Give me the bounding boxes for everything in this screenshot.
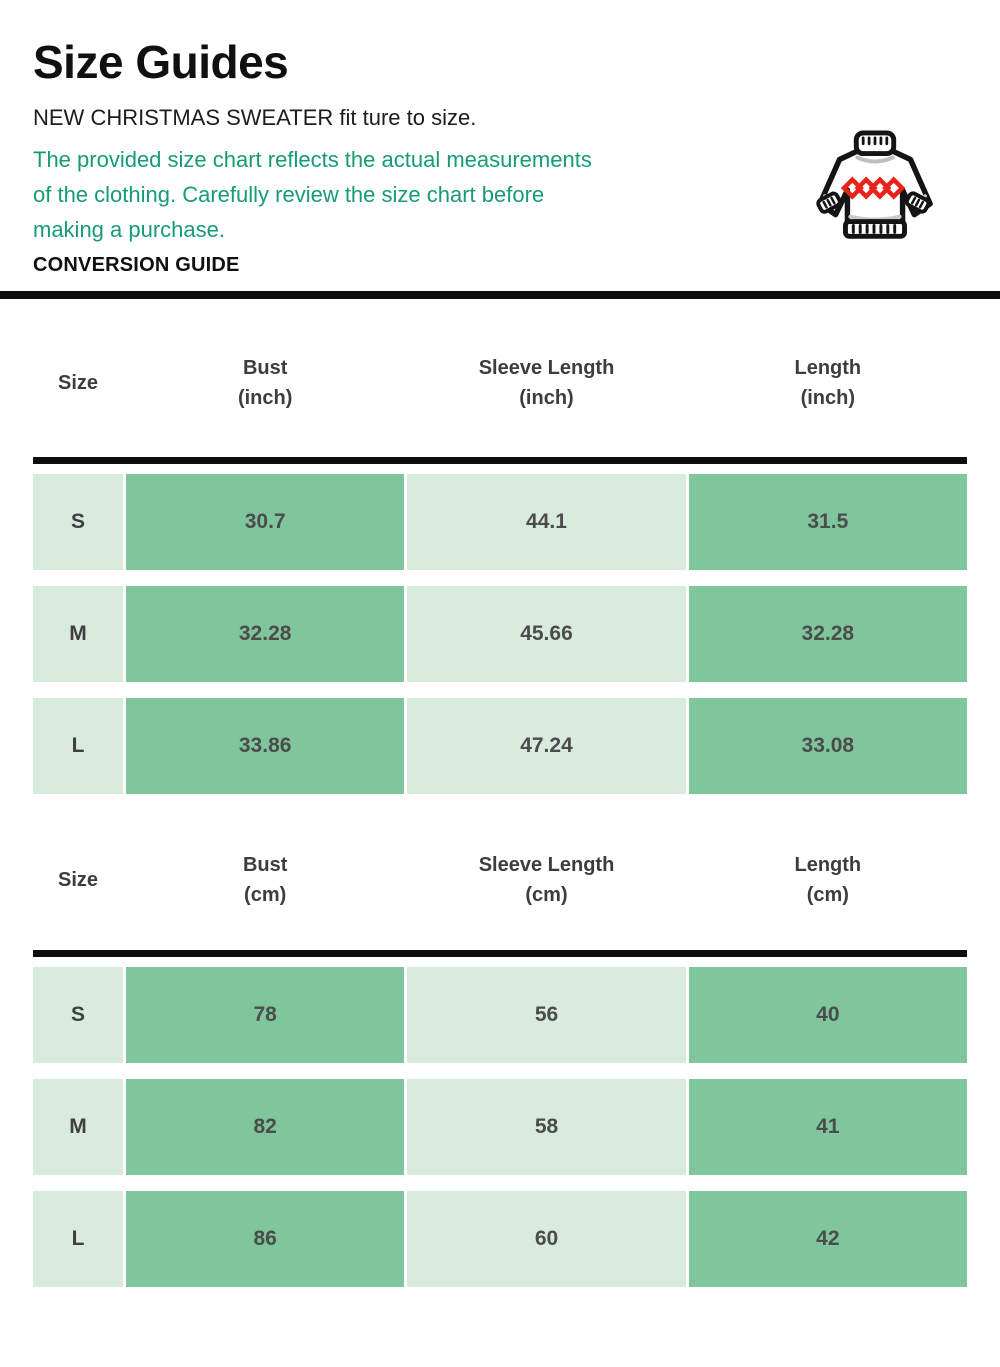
size-cell: S bbox=[33, 967, 123, 1063]
column-header-length: Length (cm) bbox=[794, 854, 862, 906]
table-row-l: L 33.86 47.24 33.08 bbox=[33, 698, 967, 794]
bust-cell: 82 bbox=[126, 1079, 405, 1175]
table-row-s: S 78 56 40 bbox=[33, 967, 967, 1063]
bust-cell: 78 bbox=[126, 967, 405, 1063]
sleeve-cell: 60 bbox=[407, 1191, 686, 1287]
size-chart-note: The provided size chart reflects the act… bbox=[33, 142, 723, 247]
table-header-row: Size Bust (cm) Sleeve Length (cm) Length… bbox=[33, 794, 967, 950]
column-header-size: Size bbox=[57, 372, 99, 394]
column-header-length: Length (inch) bbox=[794, 357, 862, 409]
length-cell: 41 bbox=[688, 1079, 967, 1175]
size-table-inch: Size Bust (inch) Sleeve Length (inch) Le… bbox=[33, 299, 967, 794]
note-line: The provided size chart reflects the act… bbox=[33, 147, 592, 172]
header-divider bbox=[33, 950, 967, 957]
size-cell: S bbox=[33, 474, 123, 570]
header-block: Size Guides NEW CHRISTMAS SWEATER fit tu… bbox=[0, 36, 1000, 277]
christmas-sweater-icon bbox=[816, 130, 933, 239]
length-cell: 31.5 bbox=[688, 474, 967, 570]
column-header-bust: Bust (inch) bbox=[237, 357, 293, 409]
conversion-guide-label: CONVERSION GUIDE bbox=[33, 254, 240, 276]
note-line: of the clothing. Carefully review the si… bbox=[33, 182, 545, 207]
size-table-cm: Size Bust (cm) Sleeve Length (cm) Length… bbox=[33, 794, 967, 1287]
product-fit-subtitle: NEW CHRISTMAS SWEATER fit ture to size. bbox=[33, 105, 477, 130]
tables-block: Size Bust (inch) Sleeve Length (inch) Le… bbox=[0, 299, 1000, 1287]
bust-cell: 30.7 bbox=[126, 474, 405, 570]
table-row-m: M 82 58 41 bbox=[33, 1079, 967, 1175]
diamond-pattern bbox=[840, 176, 906, 200]
table-row-s: S 30.7 44.1 31.5 bbox=[33, 474, 967, 570]
column-header-size: Size bbox=[57, 869, 99, 891]
table-row-m: M 32.28 45.66 32.28 bbox=[33, 586, 967, 682]
bust-cell: 86 bbox=[126, 1191, 405, 1287]
size-cell: M bbox=[33, 1079, 123, 1175]
length-cell: 32.28 bbox=[688, 586, 967, 682]
size-cell: M bbox=[33, 586, 123, 682]
length-cell: 40 bbox=[688, 967, 967, 1063]
sleeve-cell: 58 bbox=[407, 1079, 686, 1175]
table-header-row: Size Bust (inch) Sleeve Length (inch) Le… bbox=[33, 299, 967, 457]
length-cell: 33.08 bbox=[688, 698, 967, 794]
sleeve-cell: 56 bbox=[407, 967, 686, 1063]
sleeve-cell: 45.66 bbox=[407, 586, 686, 682]
note-line: making a purchase. bbox=[33, 217, 225, 242]
size-cell: L bbox=[33, 1191, 123, 1287]
page-title: Size Guides bbox=[33, 36, 289, 88]
size-cell: L bbox=[33, 698, 123, 794]
top-divider-bar bbox=[0, 291, 1000, 299]
bust-cell: 32.28 bbox=[126, 586, 405, 682]
bust-cell: 33.86 bbox=[126, 698, 405, 794]
sleeve-cell: 44.1 bbox=[407, 474, 686, 570]
column-header-sleeve-length: Sleeve Length (inch) bbox=[478, 357, 615, 409]
column-header-bust: Bust (cm) bbox=[242, 854, 288, 906]
table-row-l: L 86 60 42 bbox=[33, 1191, 967, 1287]
sleeve-cell: 47.24 bbox=[407, 698, 686, 794]
length-cell: 42 bbox=[688, 1191, 967, 1287]
header-divider bbox=[33, 457, 967, 464]
column-header-sleeve-length: Sleeve Length (cm) bbox=[478, 854, 615, 906]
